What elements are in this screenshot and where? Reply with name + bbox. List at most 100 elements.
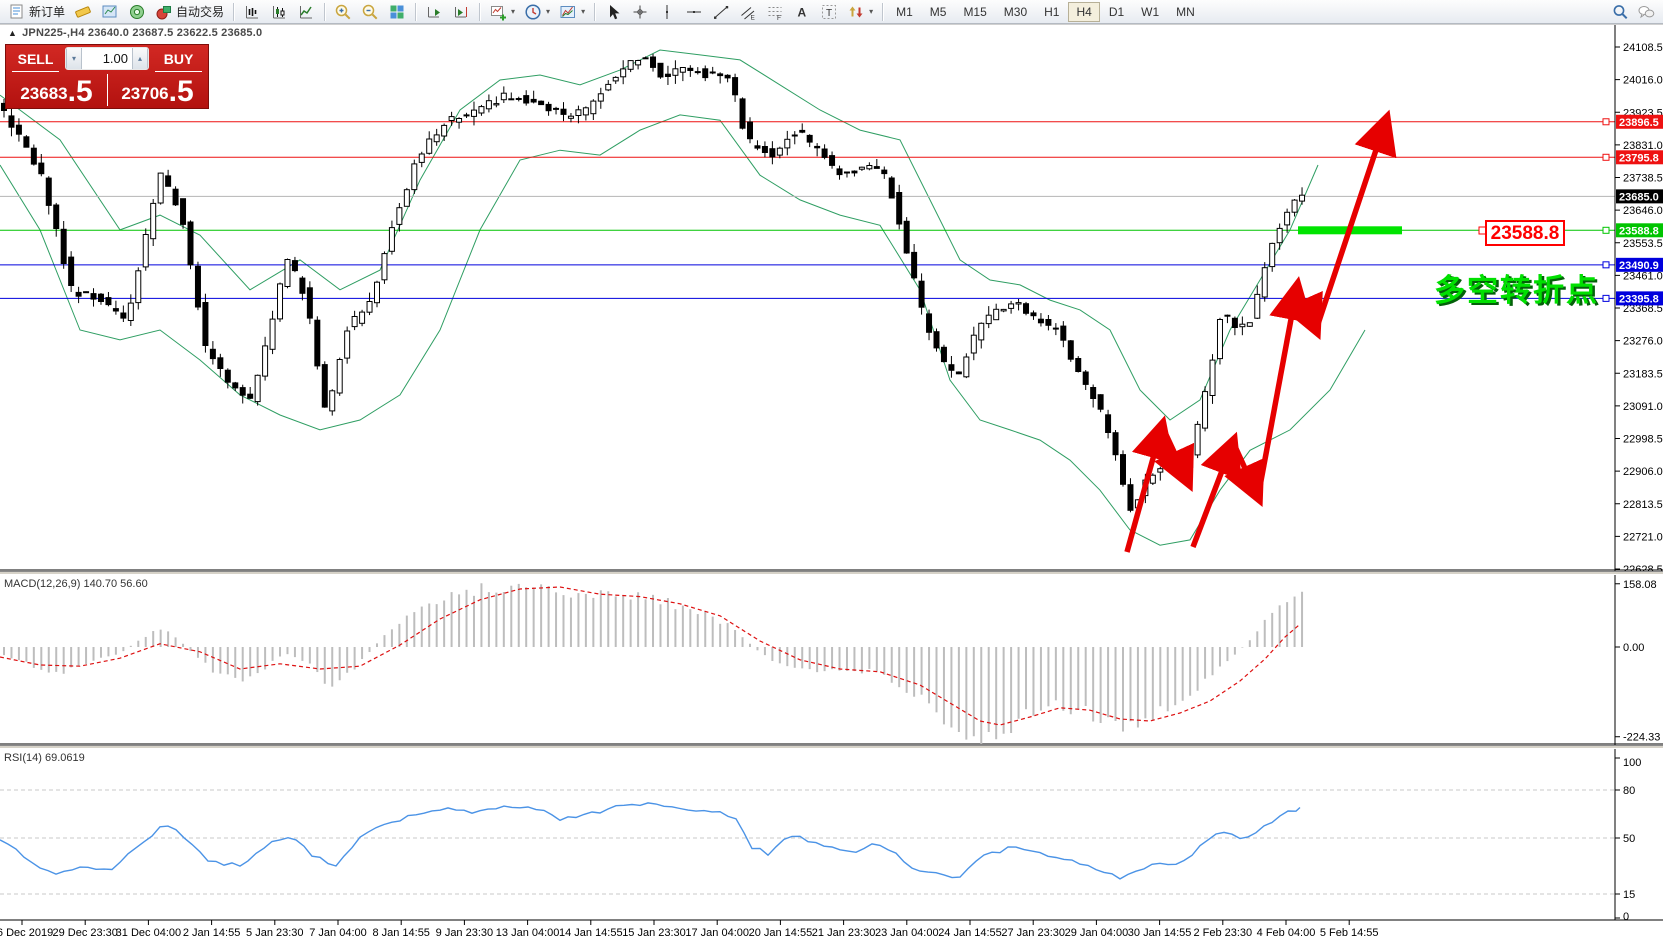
- time-tick: 5 Feb 14:55: [1320, 927, 1379, 939]
- zoom-out-button[interactable]: [357, 2, 383, 22]
- time-tick: 13 Jan 04:00: [496, 927, 560, 939]
- panel-splitter[interactable]: [0, 571, 1663, 575]
- periods-button[interactable]: ▾: [520, 2, 554, 22]
- horizontal-level-lines: [0, 118, 1615, 302]
- chart-shift-button[interactable]: [448, 2, 474, 22]
- bar-chart-button[interactable]: [239, 2, 265, 22]
- toolbar-separator: [479, 2, 481, 21]
- svg-text:E: E: [751, 14, 756, 21]
- sell-price-dec: .5: [67, 75, 93, 108]
- collapse-arrow-icon[interactable]: ▲: [8, 28, 18, 38]
- sell-button[interactable]: SELL: [12, 47, 59, 72]
- rsi-tick: 80: [1623, 785, 1635, 797]
- time-tick: 26 Dec 2019: [0, 927, 53, 939]
- buy-price[interactable]: 23706.5: [107, 72, 208, 108]
- price-tick: 22998.5: [1623, 434, 1663, 446]
- shapes-button[interactable]: ▾: [843, 2, 877, 22]
- timeframe-h1[interactable]: H1: [1036, 2, 1067, 22]
- line-handle[interactable]: [1602, 294, 1610, 302]
- trend-arrow[interactable]: [1313, 109, 1397, 331]
- channel-icon: E: [739, 3, 757, 21]
- time-tick: 31 Dec 04:00: [116, 927, 181, 939]
- trend-arrow[interactable]: [1224, 440, 1265, 508]
- toolbar-right: [1607, 2, 1659, 22]
- line-handle[interactable]: [1602, 118, 1610, 126]
- time-tick: 27 Jan 23:30: [1001, 927, 1065, 939]
- candlestick-chart-button[interactable]: [266, 2, 292, 22]
- dropdown-arrow-icon[interactable]: ▾: [511, 7, 516, 16]
- tag-handle[interactable]: [1478, 226, 1487, 235]
- sell-price[interactable]: 23683.5: [6, 72, 107, 108]
- cursor-button[interactable]: [600, 2, 626, 22]
- market-watch-button[interactable]: [124, 2, 150, 22]
- dropdown-arrow-icon[interactable]: ▾: [546, 7, 551, 16]
- rsi-tick: 50: [1623, 833, 1635, 845]
- price-tick: 24108.5: [1623, 42, 1663, 54]
- label-button[interactable]: T: [816, 2, 842, 22]
- line-chart-button[interactable]: [293, 2, 319, 22]
- volume-decrease-button[interactable]: ▾: [66, 48, 82, 69]
- price-tick: 23831.0: [1623, 140, 1663, 152]
- pivot-note-text[interactable]: 多空转折点: [1434, 273, 1599, 308]
- trendline-button[interactable]: [708, 2, 734, 22]
- trend-arrow[interactable]: [1255, 276, 1313, 498]
- timeframe-m1[interactable]: M1: [888, 2, 921, 22]
- templates-button[interactable]: ▾: [555, 2, 589, 22]
- pivot-price-tag[interactable]: [1485, 220, 1565, 246]
- time-tick: 9 Jan 23:30: [436, 927, 494, 939]
- timeframe-mn[interactable]: MN: [1168, 2, 1203, 22]
- hline-icon: [685, 3, 703, 21]
- rsi-panel: 100 80 50 15 0: [0, 757, 1641, 923]
- search-button[interactable]: [1607, 2, 1633, 22]
- text-button[interactable]: A: [789, 2, 815, 22]
- trend-arrow[interactable]: [1154, 424, 1195, 492]
- autotrading-button[interactable]: 自动交易: [151, 2, 228, 22]
- timeframe-m30[interactable]: M30: [996, 2, 1035, 22]
- price-label-23395.8: 23395.8: [1619, 293, 1659, 305]
- dropdown-arrow-icon[interactable]: ▾: [581, 7, 586, 16]
- channel-button[interactable]: E: [735, 2, 761, 22]
- timeframe-h4[interactable]: H4: [1068, 1, 1100, 22]
- time-tick: 5 Jan 23:30: [246, 927, 304, 939]
- ticket-button[interactable]: [70, 2, 96, 22]
- price-axis: 24108.524016.023923.523831.023738.523646…: [1615, 42, 1663, 576]
- zoom-in-button[interactable]: [330, 2, 356, 22]
- line-handle[interactable]: [1602, 153, 1610, 161]
- volume-input[interactable]: [82, 51, 132, 66]
- fibonacci-button[interactable]: F: [762, 2, 788, 22]
- crosshair-button[interactable]: [627, 2, 653, 22]
- line-handle[interactable]: [1602, 261, 1610, 269]
- timeframe-w1[interactable]: W1: [1133, 2, 1167, 22]
- price-label-23588.8: 23588.8: [1619, 225, 1659, 237]
- dropdown-arrow-icon[interactable]: ▾: [869, 7, 874, 16]
- autotrading-icon: [155, 3, 173, 21]
- indicators-button[interactable]: ▾: [485, 2, 519, 22]
- svg-text:A: A: [798, 5, 807, 19]
- timeframe-m5[interactable]: M5: [922, 2, 955, 22]
- timeframe-d1[interactable]: D1: [1101, 2, 1132, 22]
- auto-scroll-button[interactable]: [421, 2, 447, 22]
- price-tick: 23276.0: [1623, 336, 1663, 348]
- timeframe-m15[interactable]: M15: [955, 2, 994, 22]
- trend-arrow[interactable]: [1282, 285, 1323, 341]
- buy-button[interactable]: BUY: [155, 47, 202, 72]
- time-tick: 24 Jan 14:55: [938, 927, 1002, 939]
- volume-increase-button[interactable]: ▴: [132, 48, 148, 69]
- new-order-button[interactable]: 新订单: [4, 2, 69, 22]
- tiles-icon: [388, 3, 406, 21]
- panel-splitter[interactable]: [0, 745, 1663, 749]
- horizontal-line-button[interactable]: [681, 2, 707, 22]
- price-label-23490.9: 23490.9: [1619, 260, 1659, 272]
- time-tick: 29 Dec 23:30: [52, 927, 117, 939]
- bollinger-band-lower: [0, 114, 1366, 546]
- price-tick: 23461.0: [1623, 270, 1663, 282]
- tile-windows-button[interactable]: [384, 2, 410, 22]
- vertical-line-button[interactable]: [654, 2, 680, 22]
- trend-arrow[interactable]: [1190, 431, 1242, 548]
- chat-button[interactable]: [1633, 2, 1659, 22]
- price-tick: 24016.0: [1623, 75, 1663, 87]
- profiles-button[interactable]: [97, 2, 123, 22]
- doc-new-icon: [8, 3, 26, 21]
- line-handle[interactable]: [1602, 226, 1610, 234]
